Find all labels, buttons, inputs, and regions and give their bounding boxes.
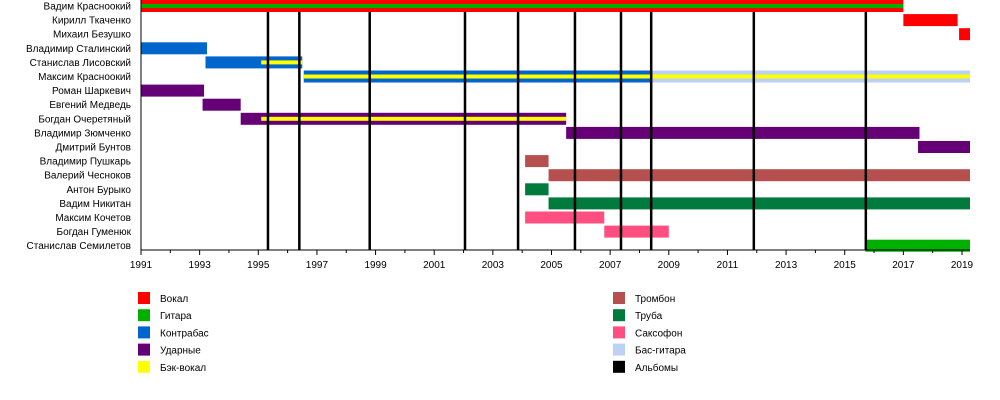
legend-label: Гитара [160, 311, 192, 322]
member-name: Станислав Лисовский [30, 58, 131, 69]
member-name: Богдан Очеретяный [38, 114, 131, 125]
member-name: Михаил Безушко [53, 30, 131, 41]
stripe-backing-vocal [651, 74, 970, 79]
bar-drums [202, 98, 241, 111]
bar-trumpet [548, 197, 970, 210]
legend-swatch-double-bass [138, 326, 150, 339]
legend-label: Ударные [160, 346, 201, 357]
x-tick-label: 2019 [951, 260, 974, 271]
bar-double-bass [205, 56, 303, 69]
x-tick-label: 2009 [658, 260, 681, 271]
bar-trombone [548, 169, 970, 182]
x-tick-label: 2013 [775, 260, 798, 271]
legend-swatch-vocal [138, 292, 150, 304]
bar-drums [566, 126, 920, 139]
legend-label: Тромбон [635, 293, 675, 305]
legend-swatch-drums [138, 343, 150, 356]
member-name: Максим Кочетов [55, 213, 131, 224]
bar-trombone [525, 155, 549, 168]
x-tick-label: 2011 [717, 260, 739, 271]
x-tick-label: 1995 [247, 260, 270, 271]
x-tick-label: 2001 [423, 260, 446, 271]
x-tick-label: 1991 [130, 260, 153, 271]
stripe-guitar [141, 4, 904, 8]
bar-double-bass [141, 42, 207, 55]
x-tick-label: 1997 [306, 260, 329, 271]
legend-label: Контрабас [160, 327, 209, 339]
bar-sax [604, 225, 669, 238]
x-axis: 1991 1993 1995 1997 1999 2001 2003 2005 2007 2009… [130, 0, 974, 271]
x-tick-label: 2007 [599, 260, 622, 271]
member-name: Евгений Медведь [49, 100, 131, 111]
x-tick-label: 2005 [540, 260, 563, 271]
legend-label: Альбомы [635, 362, 678, 374]
bar-vocal [959, 28, 970, 41]
member-name: Владимир Зюмченко [34, 128, 131, 139]
bar-vocal [903, 14, 958, 27]
legend-swatch-sax [613, 326, 625, 339]
x-tick-label: 1999 [364, 260, 387, 271]
legend-swatch-backing-vocal [138, 360, 150, 373]
bar-drums [141, 84, 205, 97]
member-bars [141, 0, 970, 252]
legend-label: Бэк-вокал [160, 363, 206, 374]
member-name: Кирилл Ткаченко [52, 16, 131, 27]
legend-swatch-trombone [613, 292, 625, 304]
bar-guitar [865, 239, 970, 252]
member-name: Вадим Никитан [59, 199, 131, 210]
member-name: Владимир Пушкарь [40, 157, 131, 168]
bar-sax [525, 211, 605, 224]
legend-label: Труба [635, 310, 663, 322]
member-name: Максим Красноокий [38, 72, 131, 83]
legend: Вокал Гитара Контрабас Ударные Бэк-вокал Тром… [138, 292, 686, 374]
legend-label: Саксофон [635, 327, 682, 339]
member-name: Дмитрий Бунтов [55, 143, 131, 154]
legend-swatch-albums [613, 360, 625, 373]
member-name: Роман Шаркевич [52, 86, 131, 97]
x-tick-label: 2017 [892, 260, 915, 271]
stripe-backing-vocal [261, 60, 303, 65]
x-tick-label: 2015 [834, 260, 857, 271]
bar-trumpet [525, 183, 549, 196]
legend-swatch-guitar [138, 309, 150, 322]
legend-swatch-bass-guitar [613, 343, 625, 356]
bar-drums [918, 141, 970, 153]
member-name: Станислав Семилетов [27, 241, 132, 252]
legend-swatch-trumpet [613, 309, 625, 322]
member-name: Богдан Гуменюк [57, 227, 132, 238]
stripe-backing-vocal [303, 74, 652, 79]
legend-label: Бас-гитара [635, 346, 686, 357]
member-name: Валерий Чесноков [44, 171, 131, 182]
x-tick-label: 2003 [482, 260, 505, 271]
x-tick-label: 1993 [189, 260, 212, 271]
legend-label: Вокал [160, 294, 188, 305]
member-name: Вадим Красноокий [44, 2, 131, 13]
album-lines [266, 12, 868, 250]
member-name: Владимир Сталинский [26, 44, 131, 55]
stripe-backing-vocal [261, 116, 567, 121]
member-names: Вадим Красноокий Кирилл Ткаченко Михаил Бе… [26, 2, 132, 253]
member-name: Антон Бурыко [66, 185, 131, 196]
